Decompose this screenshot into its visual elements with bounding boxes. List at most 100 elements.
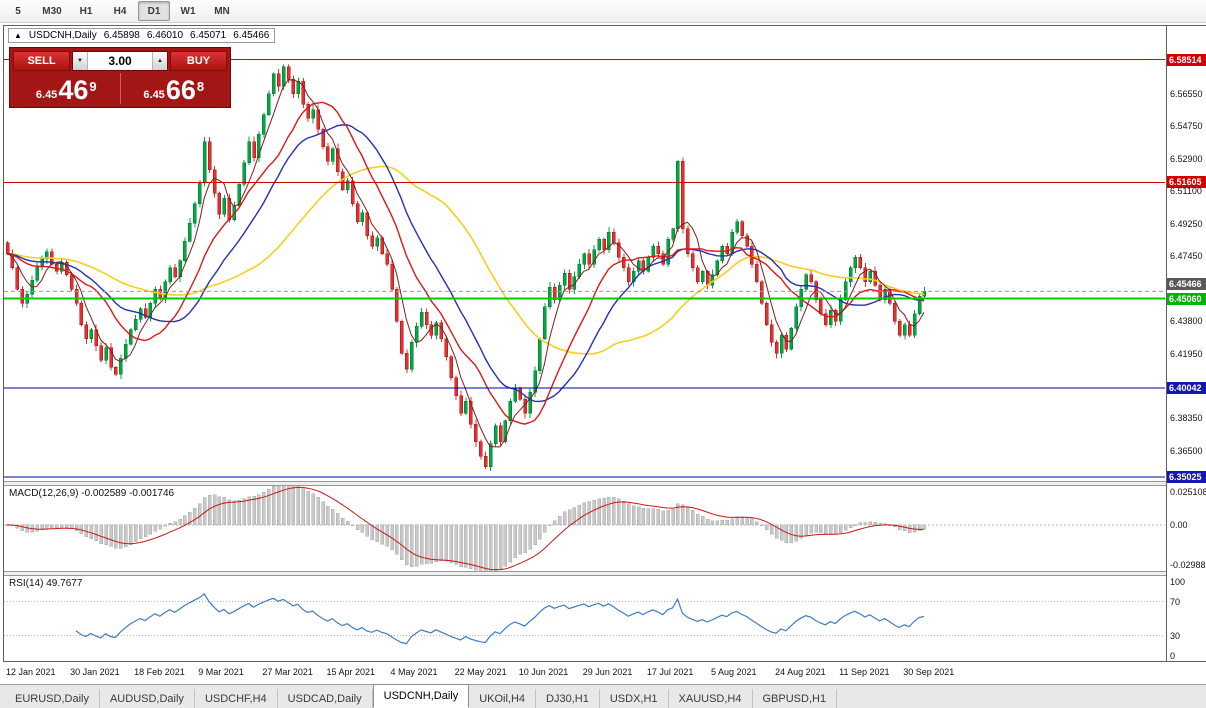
- price-level-badge: 6.58514: [1167, 53, 1206, 66]
- tab-eurusd-daily[interactable]: EURUSD,Daily: [5, 689, 100, 708]
- rsi-name: RSI(14): [9, 578, 44, 589]
- symbol-arrow-icon: ▲: [14, 31, 22, 40]
- info-symbol: USDCNH,Daily: [28, 30, 97, 41]
- price-level-badge: 6.40042: [1167, 381, 1206, 394]
- tab-ukoil-h4[interactable]: UKOil,H4: [469, 689, 537, 708]
- ma-xfast-maroon: [6, 79, 925, 448]
- period-button-5[interactable]: 5: [15, 5, 21, 17]
- time-label: 10 Jun 2021: [518, 667, 569, 677]
- ask-price: 6.45 66 8: [121, 73, 228, 104]
- volume-down-icon[interactable]: ▼: [73, 52, 88, 70]
- period-button-mn[interactable]: MN: [214, 5, 230, 17]
- macd-panel: [4, 486, 1165, 571]
- macd-scale-label: -0.02988: [1170, 560, 1206, 570]
- price-level-badge: 6.45060: [1167, 292, 1206, 305]
- time-label: 22 May 2021: [454, 667, 507, 677]
- time-label: 27 Mar 2021: [262, 667, 313, 677]
- ma-mid-blue: [6, 124, 925, 403]
- time-label: 17 Jul 2021: [646, 667, 694, 677]
- panel-splitter[interactable]: [4, 481, 1166, 486]
- tab-usdcad-daily[interactable]: USDCAD,Daily: [278, 689, 373, 708]
- time-label: 24 Aug 2021: [775, 667, 826, 677]
- macd-scale-label: 0.025108: [1170, 487, 1206, 497]
- time-label: 9 Mar 2021: [198, 667, 244, 677]
- volume-up-icon[interactable]: ▲: [152, 52, 167, 70]
- macd-indicator-label: MACD(12,26,9) -0.002589 -0.001746: [9, 488, 174, 499]
- timeframe-toolbar: 5 M30 H1 H4 D1 W1 MN: [0, 0, 1206, 23]
- volume-stepper: ▼ 3.00 ▲: [72, 51, 168, 71]
- price-tick: 6.41950: [1170, 348, 1203, 359]
- candlestick-chart: [4, 59, 1165, 478]
- tab-dj30-h1[interactable]: DJ30,H1: [536, 689, 600, 708]
- tab-audusd-daily[interactable]: AUDUSD,Daily: [100, 689, 195, 708]
- period-button-h4[interactable]: H4: [113, 5, 127, 17]
- price-level-badge: 6.35025: [1167, 471, 1206, 483]
- price-tick: 6.47450: [1170, 251, 1203, 262]
- tab-usdchf-h4[interactable]: USDCHF,H4: [195, 689, 278, 708]
- price-tick: 6.49250: [1170, 219, 1203, 230]
- info-low: 6.45071: [190, 30, 227, 41]
- time-label: 5 Aug 2021: [710, 667, 757, 677]
- rsi-scale-label: 100: [1170, 577, 1186, 587]
- price-tick: 6.51100: [1170, 186, 1202, 197]
- rsi-scale-label: 70: [1170, 596, 1181, 607]
- tab-usdcnh-daily[interactable]: USDCNH,Daily: [372, 684, 470, 708]
- period-button-d1[interactable]: D1: [138, 1, 170, 21]
- period-button-m30[interactable]: M30: [42, 5, 62, 17]
- rsi-value: 49.7677: [46, 578, 83, 589]
- tab-xauusd-h4[interactable]: XAUUSD,H4: [669, 689, 753, 708]
- price-tick: 6.54750: [1170, 121, 1203, 132]
- ma-fast-red: [6, 101, 925, 425]
- period-button-h1[interactable]: H1: [79, 5, 93, 17]
- price-scale[interactable]: 6.58514 6.51605 6.45060 6.40042 6.35025 6.454…: [1166, 25, 1206, 662]
- time-label: 30 Sep 2021: [903, 667, 955, 677]
- macd-name: MACD(12,26,9): [9, 488, 79, 499]
- time-label: 12 Jan 2021: [6, 667, 56, 677]
- price-tick: 6.36500: [1170, 445, 1203, 456]
- one-click-trading-panel: SELL ▼ 3.00 ▲ BUY 6.45 46 9 6.45 66 8: [9, 47, 231, 108]
- tab-gbpusd-h1[interactable]: GBPUSD,H1: [753, 689, 838, 708]
- rsi-scale-label: 30: [1170, 630, 1181, 641]
- ask-sup-digit: 8: [196, 79, 205, 94]
- rsi-indicator-label: RSI(14) 49.7677: [9, 578, 82, 589]
- time-label: 30 Jan 2021: [70, 667, 120, 677]
- price-tick: 6.52900: [1170, 154, 1203, 165]
- bid-prefix: 6.45: [35, 89, 58, 101]
- tab-usdx-h1[interactable]: USDX,H1: [600, 689, 669, 708]
- price-tick: 6.38350: [1170, 412, 1203, 423]
- chart-area[interactable]: ▲ USDCNH,Daily 6.45898 6.46010 6.45071 6…: [3, 25, 1166, 662]
- price-level-badge: 6.51605: [1167, 176, 1206, 189]
- macd-value-main: -0.002589: [81, 488, 127, 499]
- time-label: 29 Jun 2021: [582, 667, 633, 677]
- period-button-w1[interactable]: W1: [180, 5, 196, 17]
- info-open: 6.45898: [103, 30, 140, 41]
- price-tick: 6.56550: [1170, 89, 1203, 100]
- time-label: 18 Feb 2021: [134, 667, 185, 677]
- macd-signal-line: [6, 486, 924, 571]
- info-high: 6.46010: [146, 30, 184, 41]
- price-tick: 6.43800: [1170, 316, 1203, 327]
- ask-big-digits: 66: [165, 75, 196, 105]
- ask-prefix: 6.45: [143, 89, 165, 101]
- macd-scale-label: 0.00: [1170, 519, 1188, 530]
- macd-value-signal: -0.001746: [129, 488, 175, 499]
- current-price-badge: 6.45466: [1167, 278, 1206, 291]
- rsi-line: [75, 593, 925, 645]
- time-scale[interactable]: 12 Jan 2021 30 Jan 2021 18 Feb 2021 9 Mar 2…: [3, 662, 1166, 684]
- time-label: 11 Sep 2021: [839, 667, 890, 677]
- sell-button[interactable]: SELL: [13, 51, 70, 71]
- chart-tabs: EURUSD,Daily AUDUSD,Daily USDCHF,H4 USDCAD,…: [0, 684, 1206, 708]
- ohlc-info: ▲ USDCNH,Daily 6.45898 6.46010 6.45071 6…: [8, 28, 276, 43]
- info-close: 6.45466: [233, 30, 270, 41]
- rsi-scale-label: 0: [1170, 651, 1176, 661]
- ma-slow-yellow: [6, 165, 925, 355]
- volume-value[interactable]: 3.00: [88, 52, 152, 70]
- bid-big-digits: 46: [58, 75, 89, 105]
- time-label: 15 Apr 2021: [326, 667, 375, 677]
- bid-price: 6.45 46 9: [13, 73, 121, 104]
- panel-splitter[interactable]: [4, 571, 1166, 576]
- bid-sup-digit: 9: [89, 79, 97, 94]
- time-label: 4 May 2021: [390, 667, 438, 677]
- rsi-panel: [4, 593, 1165, 645]
- buy-button[interactable]: BUY: [170, 51, 227, 71]
